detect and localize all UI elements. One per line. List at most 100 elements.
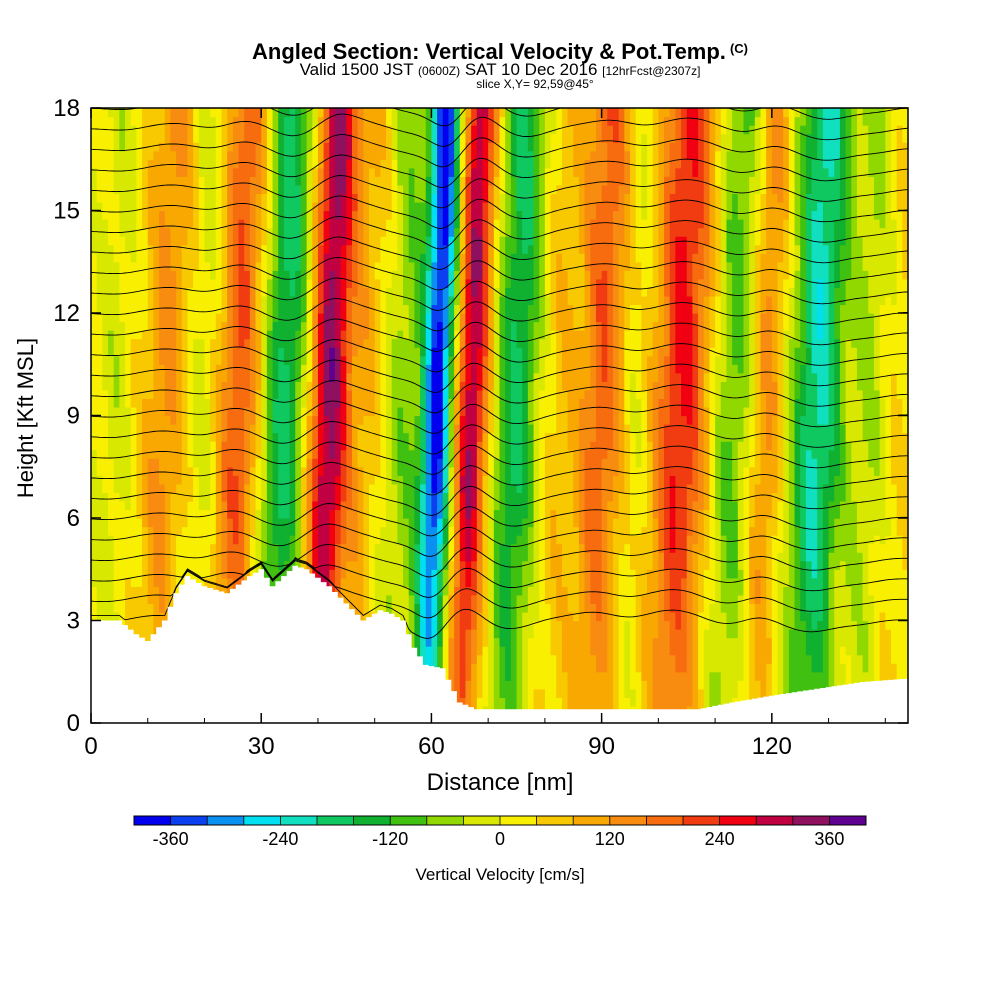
velocity-cell xyxy=(612,603,620,613)
velocity-cell xyxy=(607,500,614,511)
velocity-cell xyxy=(317,424,325,434)
velocity-cell xyxy=(261,483,268,493)
velocity-cell xyxy=(556,680,563,690)
velocity-cell xyxy=(374,518,381,528)
velocity-cell xyxy=(590,560,597,570)
velocity-cell xyxy=(698,492,705,502)
velocity-cell xyxy=(533,432,540,442)
velocity-cell xyxy=(624,586,631,596)
velocity-cell xyxy=(380,483,387,493)
velocity-cell xyxy=(675,629,682,639)
velocity-cell xyxy=(686,509,693,519)
velocity-cell xyxy=(692,552,699,562)
velocity-cell xyxy=(454,424,461,434)
velocity-cell xyxy=(522,569,529,579)
velocity-cell xyxy=(669,594,676,605)
velocity-cell xyxy=(805,560,813,570)
velocity-cell xyxy=(856,586,864,596)
velocity-cell xyxy=(595,466,603,476)
velocity-cell xyxy=(510,424,518,434)
velocity-cell xyxy=(698,483,705,493)
velocity-cell xyxy=(261,500,268,511)
velocity-cell xyxy=(91,569,98,579)
velocity-cell xyxy=(817,646,824,656)
velocity-cell xyxy=(159,475,166,485)
velocity-cell xyxy=(675,449,682,459)
velocity-cell xyxy=(374,535,381,545)
velocity-cell xyxy=(737,449,745,459)
velocity-cell xyxy=(130,492,137,502)
velocity-cell xyxy=(641,654,648,664)
velocity-cell xyxy=(658,620,665,630)
velocity-cell xyxy=(817,603,824,613)
velocity-cell xyxy=(561,577,569,587)
velocity-cell xyxy=(414,500,421,511)
velocity-cell xyxy=(624,560,631,570)
velocity-cell xyxy=(289,424,296,434)
velocity-cell xyxy=(244,492,251,502)
velocity-cell xyxy=(431,552,438,562)
velocity-cell xyxy=(766,500,773,511)
velocity-cell xyxy=(539,680,546,690)
velocity-cell xyxy=(590,654,597,664)
velocity-cell xyxy=(215,483,223,493)
velocity-cell xyxy=(454,535,461,545)
velocity-cell xyxy=(703,594,711,605)
velocity-cell xyxy=(448,629,455,639)
velocity-cell xyxy=(465,509,472,519)
velocity-cell xyxy=(91,500,98,511)
velocity-cell xyxy=(573,646,580,656)
velocity-cell xyxy=(726,449,733,459)
velocity-cell xyxy=(618,543,625,553)
velocity-cell xyxy=(720,637,728,647)
velocity-cell xyxy=(834,577,841,587)
velocity-cell xyxy=(777,586,784,596)
velocity-cell xyxy=(743,663,750,673)
velocity-cell xyxy=(681,560,688,570)
velocity-cell xyxy=(544,424,552,434)
velocity-cell xyxy=(232,543,240,553)
velocity-cell xyxy=(380,518,387,528)
velocity-cell xyxy=(641,663,648,673)
velocity-cell xyxy=(834,458,841,468)
velocity-cell xyxy=(550,697,557,707)
velocity-cell xyxy=(692,526,699,536)
velocity-cell xyxy=(573,586,580,596)
velocity-cell xyxy=(669,611,676,622)
velocity-cell xyxy=(539,671,546,681)
velocity-cell xyxy=(113,518,120,528)
velocity-cell xyxy=(777,509,784,519)
velocity-cell xyxy=(193,441,200,451)
velocity-cell xyxy=(493,560,501,570)
velocity-cell xyxy=(834,483,841,493)
velocity-cell xyxy=(890,466,898,476)
velocity-cell xyxy=(238,509,245,519)
velocity-cell xyxy=(647,492,654,502)
velocity-cell xyxy=(516,492,523,502)
velocity-cell xyxy=(856,671,864,681)
velocity-cell xyxy=(408,535,415,545)
velocity-cell xyxy=(856,535,864,545)
velocity-cell xyxy=(295,466,302,476)
velocity-cell xyxy=(754,680,762,690)
velocity-cell xyxy=(510,629,518,639)
velocity-cell xyxy=(448,560,455,570)
velocity-cell xyxy=(573,441,580,451)
velocity-cell xyxy=(783,432,790,442)
velocity-cell xyxy=(612,518,620,528)
velocity-cell xyxy=(300,441,308,451)
velocity-cell xyxy=(783,492,790,502)
velocity-cell xyxy=(783,509,790,519)
velocity-cell xyxy=(425,509,433,519)
velocity-cell xyxy=(499,535,506,545)
velocity-cell xyxy=(227,458,234,468)
velocity-cell xyxy=(238,492,245,502)
velocity-cell xyxy=(817,552,824,562)
velocity-cell xyxy=(465,569,472,579)
velocity-cell xyxy=(539,552,546,562)
velocity-cell xyxy=(726,509,733,519)
velocity-cell xyxy=(130,466,137,476)
velocity-cell xyxy=(232,500,240,511)
velocity-cell xyxy=(743,552,750,562)
velocity-cell xyxy=(198,526,206,536)
